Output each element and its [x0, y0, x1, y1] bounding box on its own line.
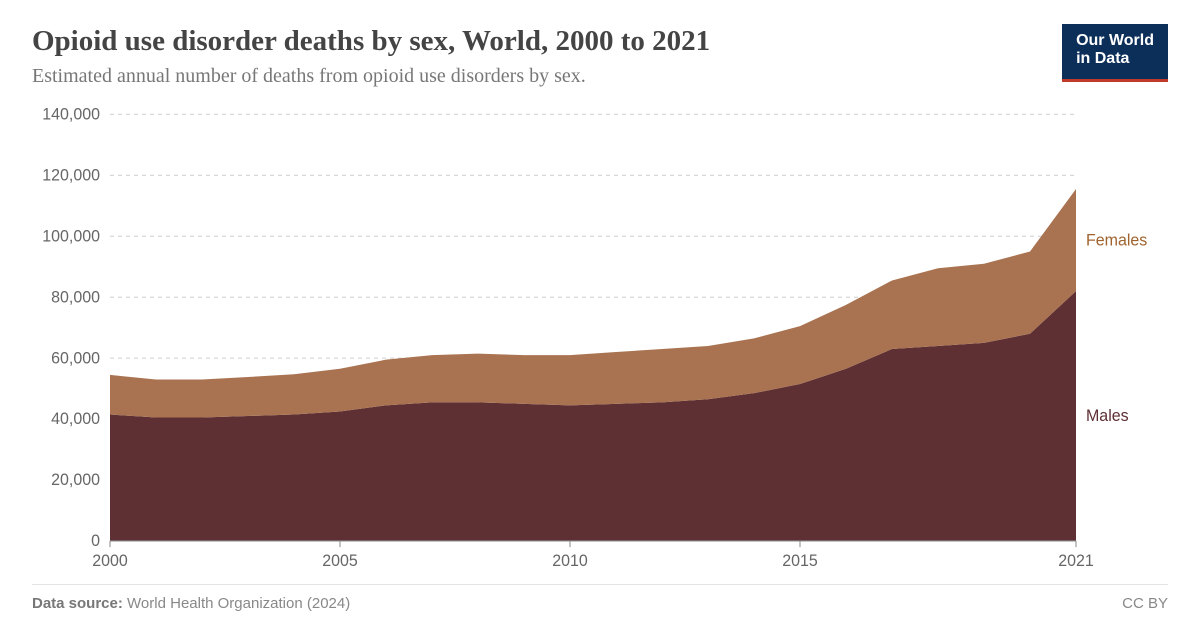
x-axis-label: 2005	[322, 551, 358, 569]
y-axis-label: 60,000	[51, 349, 100, 367]
source-label: Data source:	[32, 595, 123, 612]
y-axis-label: 20,000	[51, 471, 100, 489]
chart-subtitle: Estimated annual number of deaths from o…	[32, 65, 1168, 88]
chart-header: Our World in Data Opioid use disorder de…	[32, 24, 1168, 88]
series-label-males: Males	[1086, 407, 1129, 425]
x-axis-label: 2010	[552, 551, 588, 569]
chart-area: 0 20,000 40,000 60,000 80,000 100,000 120,000 1…	[32, 102, 1168, 578]
chart-footer: Data source: World Health Organization (…	[32, 584, 1168, 612]
x-axis-label: 2000	[92, 551, 128, 569]
owid-logo: Our World in Data	[1062, 24, 1168, 82]
data-source: Data source: World Health Organization (…	[32, 595, 350, 612]
y-axis-label: 100,000	[42, 227, 100, 245]
logo-line-2: in Data	[1076, 50, 1154, 68]
y-axis-label: 140,000	[42, 105, 100, 123]
y-axis-label: 80,000	[51, 288, 100, 306]
y-axis-label: 0	[91, 532, 100, 550]
series-label-females: Females	[1086, 231, 1147, 249]
source-text: World Health Organization (2024)	[127, 595, 350, 612]
x-axis-label: 2021	[1058, 551, 1094, 569]
license-label: CC BY	[1122, 595, 1168, 612]
logo-line-1: Our World	[1076, 32, 1154, 50]
y-axis-label: 120,000	[42, 166, 100, 184]
y-axis-label: 40,000	[51, 410, 100, 428]
stacked-area-chart: 0 20,000 40,000 60,000 80,000 100,000 120,000 1…	[32, 102, 1168, 578]
x-axis-label: 2015	[782, 551, 818, 569]
chart-title: Opioid use disorder deaths by sex, World…	[32, 24, 1168, 59]
